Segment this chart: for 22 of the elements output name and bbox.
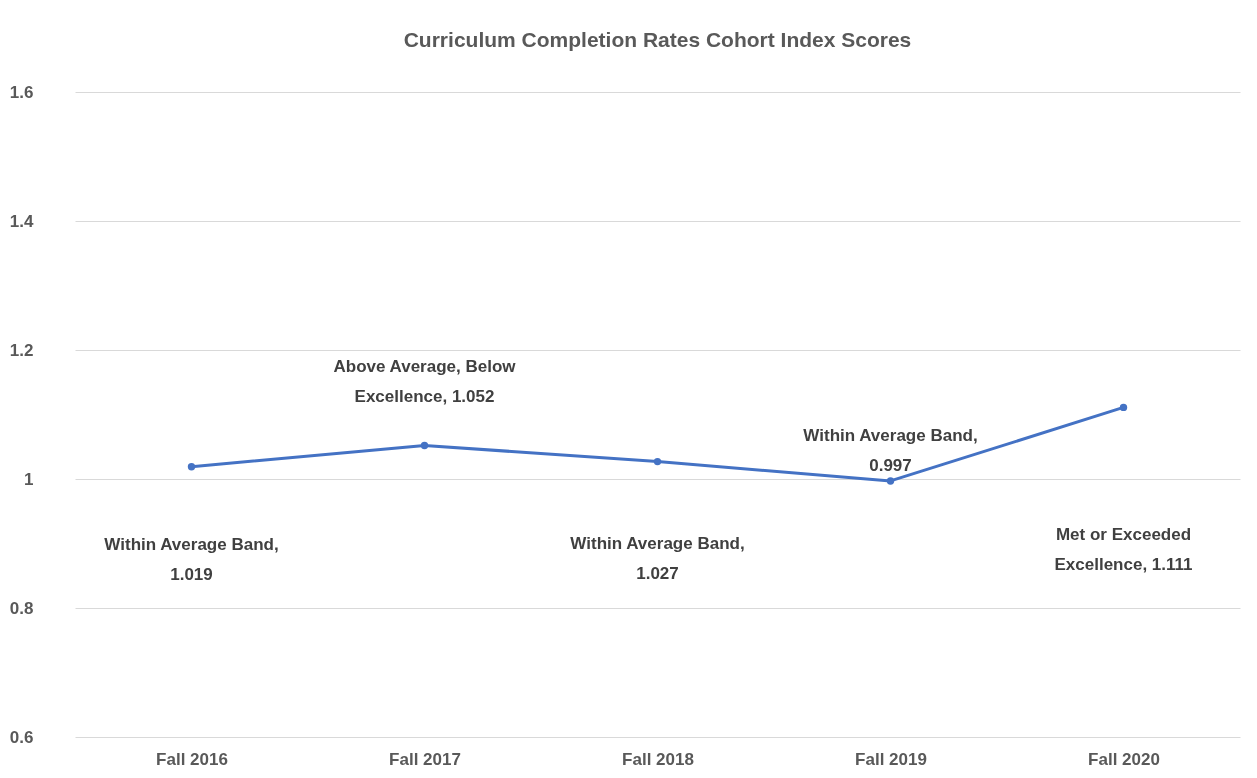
y-tick-label: 1.2	[9, 340, 34, 360]
x-tick-label: Fall 2016	[156, 749, 228, 769]
point	[187, 463, 196, 471]
x-tick-label: Fall 2019	[855, 749, 927, 769]
text: Within Average Band, 1.027	[570, 533, 745, 583]
y-tick-label: 1	[24, 469, 34, 489]
text: Within Average Band, 0.997	[803, 425, 978, 475]
point	[1119, 403, 1128, 412]
x-tick-label: Fall 2020	[1088, 749, 1160, 769]
y-tick-label: 0.6	[9, 727, 34, 747]
point	[886, 477, 895, 485]
point	[653, 457, 662, 466]
text: Met or Exceeded Excellence, 1.111	[1054, 525, 1193, 575]
chart-title: Curriculum Completion Rates Cohort Index Scores	[403, 28, 912, 51]
y-tick-label: 1.4	[9, 211, 35, 231]
y-tick-label: 0.8	[9, 598, 34, 618]
x-tick-label: Fall 2018	[622, 749, 694, 769]
point	[420, 441, 429, 450]
x-tick-label: Fall 2017	[389, 749, 461, 769]
text: Above Average, Below Excellence, 1.052	[333, 357, 516, 407]
text: Within Average Band, 1.019	[104, 534, 279, 584]
y-tick-label: 1.6	[9, 82, 34, 102]
